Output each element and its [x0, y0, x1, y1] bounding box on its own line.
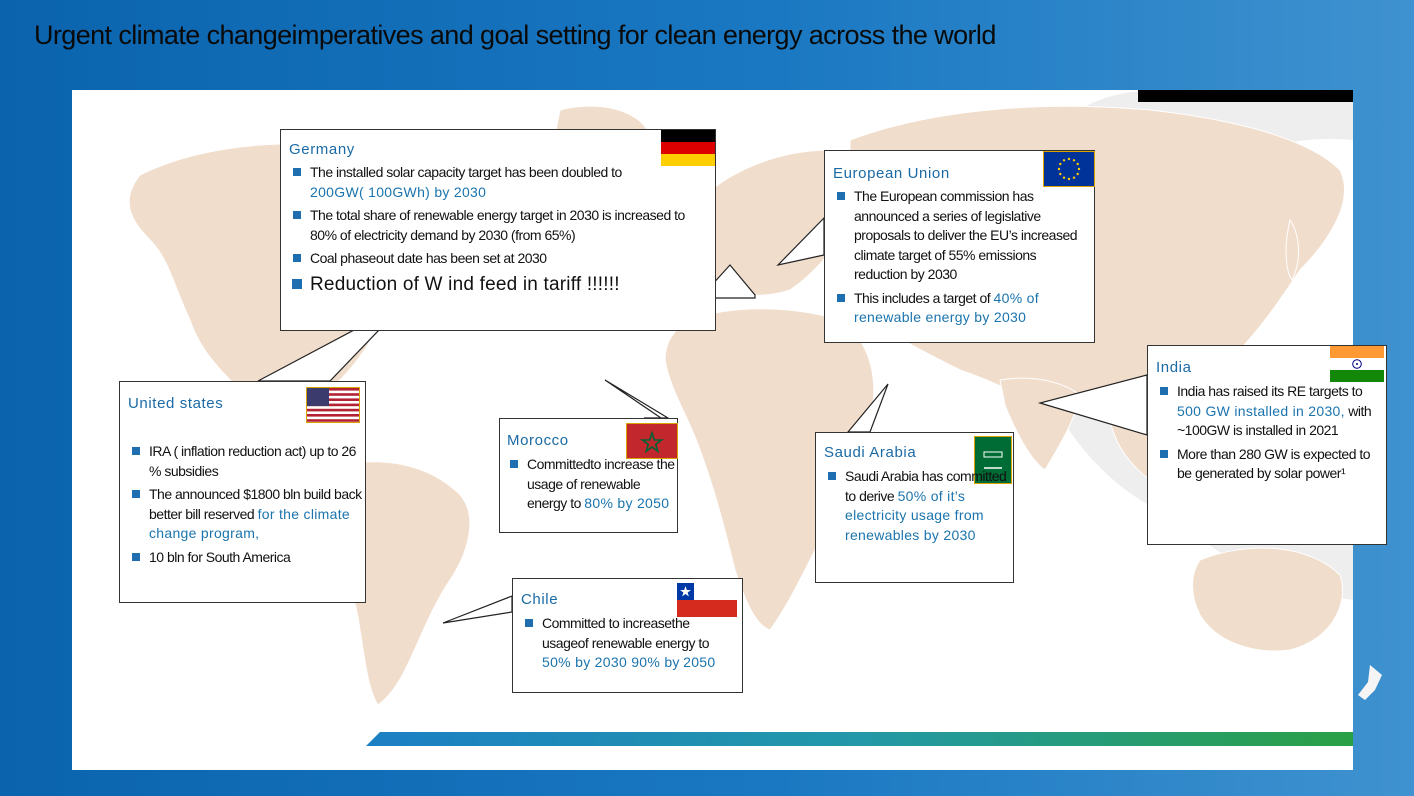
list-item: The European commission has announced a … — [835, 187, 1087, 285]
eu-list: The European commission has announced a … — [835, 187, 1087, 332]
germany-title: Germany — [289, 141, 355, 158]
saudi-title: Saudi Arabia — [824, 444, 917, 461]
eu-box: European Union The European commission h… — [824, 150, 1095, 343]
chile-title: Chile — [521, 591, 559, 608]
morocco-title: Morocco — [507, 432, 569, 449]
usa-title: United states — [128, 395, 224, 412]
list-item: The announced $1800 bln build back bette… — [130, 485, 362, 544]
list-item: More than 280 GW is expected to be gener… — [1158, 445, 1382, 484]
list-item: This includes a target of 40% of renewab… — [835, 289, 1087, 328]
list-item: Saudi Arabia has committed to derive 50%… — [826, 467, 1012, 545]
list-item: IRA ( inflation reduction act) up to 26 … — [130, 442, 362, 481]
india-box: India India has raised its RE targets to… — [1147, 345, 1387, 545]
list-item: Coal phaseout date has been set at 2030 — [291, 249, 711, 269]
chile-box: Chile Committed to increasethe usageof r… — [512, 578, 743, 693]
list-item: India has raised its RE targets to 500 G… — [1158, 382, 1382, 441]
usa-box: United states IRA ( inflation reduction … — [119, 381, 366, 603]
india-flag — [1330, 346, 1384, 382]
list-item: 10 bln for South America — [130, 548, 362, 568]
india-title: India — [1156, 359, 1192, 376]
morocco-box: Morocco Committedto increase the usage o… — [499, 418, 678, 533]
germany-flag — [661, 130, 715, 166]
chile-flag — [677, 583, 737, 617]
india-list: India has raised its RE targets to 500 G… — [1158, 382, 1382, 488]
saudi-flag — [974, 436, 1012, 484]
list-item: The total share of renewable energy targ… — [291, 206, 711, 245]
germany-list: The installed solar capacity target has … — [291, 163, 711, 301]
eu-title: European Union — [833, 165, 950, 182]
morocco-list: Committedto increase the usage of renewa… — [508, 455, 676, 518]
japan — [1285, 218, 1300, 281]
list-item: Committedto increase the usage of renewa… — [508, 455, 676, 514]
eu-flag — [1043, 151, 1095, 187]
header-bar — [1138, 90, 1353, 102]
saudi-box: Saudi Arabia Saudi Arabia has committed … — [815, 432, 1014, 583]
saudi-list: Saudi Arabia has committed to derive 50%… — [826, 467, 1012, 549]
slide-title: Urgent climate changeimperatives and goa… — [34, 20, 996, 50]
germany-box: Germany The installed solar capacity tar… — [280, 129, 716, 331]
list-item: Reduction of W ind feed in tariff !!!!!! — [291, 273, 711, 297]
new-zealand — [1358, 665, 1382, 700]
australia — [1192, 547, 1344, 652]
chile-list: Committed to increasethe usageof renewab… — [523, 614, 735, 677]
list-item: Committed to increasethe usageof renewab… — [523, 614, 735, 673]
usa-list: IRA ( inflation reduction act) up to 26 … — [130, 442, 362, 571]
morocco-flag — [626, 423, 678, 459]
list-item: The installed solar capacity target has … — [291, 163, 711, 202]
bottom-gradient-stripe — [366, 732, 1353, 746]
usa-flag — [306, 387, 360, 423]
